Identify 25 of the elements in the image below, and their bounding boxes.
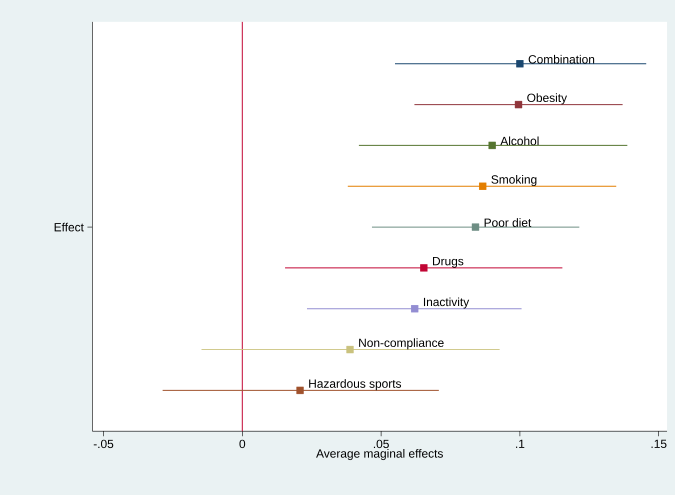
x-axis-title: Average maginal effects bbox=[316, 448, 443, 460]
series-label: Non-compliance bbox=[359, 338, 444, 350]
point bbox=[488, 142, 496, 150]
series-label: Combination bbox=[528, 54, 594, 64]
point bbox=[411, 305, 418, 312]
point bbox=[516, 60, 524, 68]
point bbox=[472, 223, 480, 231]
series-label: Obesity bbox=[527, 93, 568, 104]
point bbox=[514, 100, 522, 108]
x-tick-label: 0 bbox=[239, 440, 246, 448]
point bbox=[296, 386, 304, 394]
series-label: Smoking bbox=[491, 174, 536, 186]
series-label: Hazardous sports bbox=[309, 379, 402, 390]
series-label: Drugs bbox=[433, 257, 464, 268]
x-tick-label: -.05 bbox=[94, 440, 114, 448]
series-label: Alcohol bbox=[500, 136, 539, 146]
point bbox=[479, 182, 486, 190]
x-tick-label: .15 bbox=[652, 440, 666, 448]
series-label: Poor diet bbox=[484, 218, 532, 227]
y-tick-label: Effect bbox=[54, 222, 84, 232]
series-label: Inactivity bbox=[424, 297, 470, 309]
point bbox=[346, 346, 354, 354]
x-tick-label: .05 bbox=[374, 440, 389, 448]
x-tick-label: .1 bbox=[516, 440, 524, 448]
point bbox=[420, 264, 428, 272]
